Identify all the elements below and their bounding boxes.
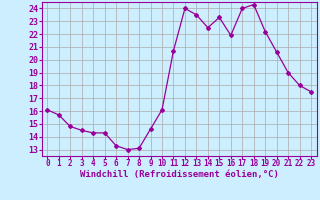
X-axis label: Windchill (Refroidissement éolien,°C): Windchill (Refroidissement éolien,°C) xyxy=(80,170,279,179)
